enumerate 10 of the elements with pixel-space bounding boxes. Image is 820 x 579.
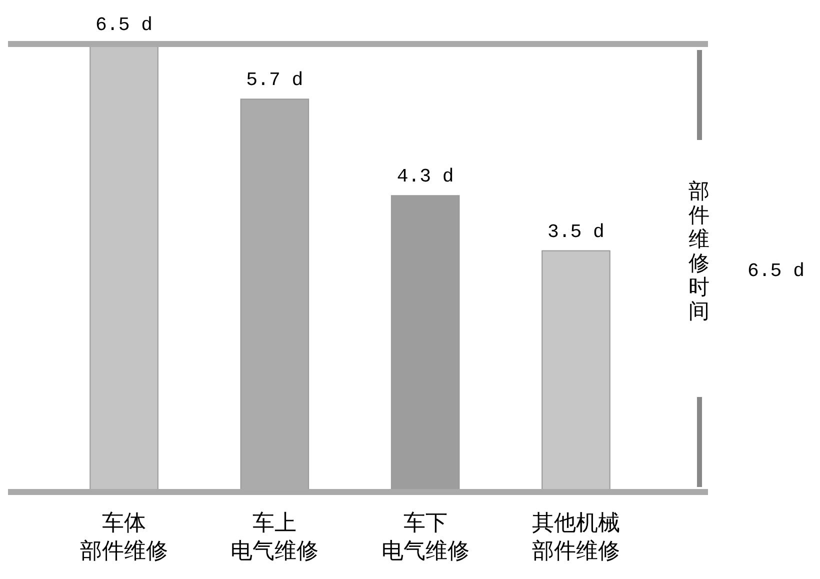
x-tick-label: 车体部件维修 bbox=[80, 511, 168, 564]
x-tick-label: 车下电气维修 bbox=[381, 511, 470, 564]
annotation: 部件维修时间 bbox=[688, 179, 710, 323]
data-label: 5.7 d bbox=[246, 69, 304, 92]
data-label: 3.5 d bbox=[547, 220, 604, 243]
data-label: 4.3 d bbox=[396, 166, 454, 188]
text: 6.5 d bbox=[747, 260, 805, 282]
data-label: 6.5 d bbox=[96, 14, 153, 36]
x-tick-label: 其他机械部件维修 bbox=[532, 511, 620, 564]
x-tick-label: 车上电气维修 bbox=[230, 511, 319, 564]
